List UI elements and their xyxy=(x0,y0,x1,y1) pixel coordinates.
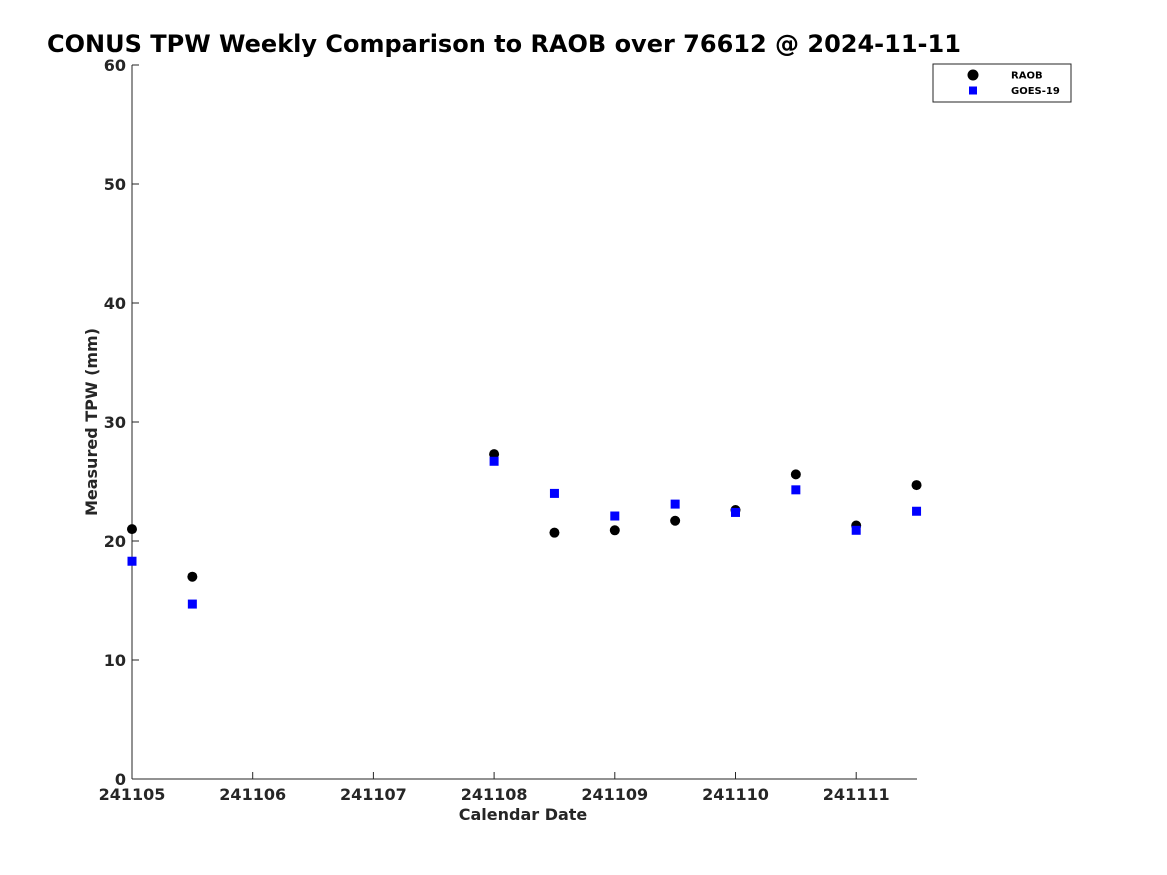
y-ticks: 0 10 20 30 40 50 60 xyxy=(104,56,139,789)
data-points xyxy=(127,449,922,609)
raob-point xyxy=(670,515,681,526)
x-ticks: 241105 241106 241107 241108 241109 241110 2411… xyxy=(99,772,890,804)
goes-19-point xyxy=(851,525,861,535)
raob-point xyxy=(127,524,137,535)
goes-19-point xyxy=(610,511,620,521)
goes-19-point xyxy=(549,488,559,498)
goes-19-point xyxy=(187,599,197,609)
x-tick-label: 241107 xyxy=(340,785,407,804)
goes-19-point xyxy=(912,506,922,516)
legend-marker-goes-19 xyxy=(969,86,977,95)
y-tick-label: 40 xyxy=(104,294,126,313)
goes-19-point xyxy=(489,456,499,466)
y-tick-label: 60 xyxy=(104,56,126,75)
x-tick-label: 241106 xyxy=(219,785,286,804)
legend: RAOB GOES-19 xyxy=(932,63,1072,103)
x-tick-label: 241110 xyxy=(702,785,769,804)
y-tick-label: 0 xyxy=(115,770,126,789)
y-tick-label: 10 xyxy=(104,651,126,670)
chart-title: CONUS TPW Weekly Comparison to RAOB over… xyxy=(47,30,961,58)
legend-label: RAOB xyxy=(1011,71,1043,82)
y-tick-label: 20 xyxy=(104,532,126,551)
goes-19-point xyxy=(791,485,801,495)
raob-point xyxy=(187,571,198,582)
x-tick-label: 241111 xyxy=(823,785,890,804)
raob-point xyxy=(911,480,922,491)
y-tick-label: 50 xyxy=(104,175,126,194)
x-tick-label: 241108 xyxy=(461,785,528,804)
raob-point xyxy=(609,525,620,536)
x-tick-label: 241105 xyxy=(99,785,166,804)
raob-point xyxy=(549,527,560,538)
goes-19-point xyxy=(127,556,137,566)
raob-point xyxy=(790,469,801,480)
legend-box xyxy=(932,63,1072,103)
y-tick-label: 30 xyxy=(104,413,126,432)
axes xyxy=(131,65,917,780)
legend-marker-raob xyxy=(967,69,979,81)
legend-label: GOES-19 xyxy=(1011,86,1060,97)
x-tick-label: 241109 xyxy=(581,785,648,804)
goes-19-point xyxy=(670,499,680,509)
raob-point xyxy=(489,449,500,460)
x-axis-label: Calendar Date xyxy=(459,805,588,824)
y-axis-label: Measured TPW (mm) xyxy=(82,328,101,516)
goes-19-point xyxy=(731,507,740,517)
